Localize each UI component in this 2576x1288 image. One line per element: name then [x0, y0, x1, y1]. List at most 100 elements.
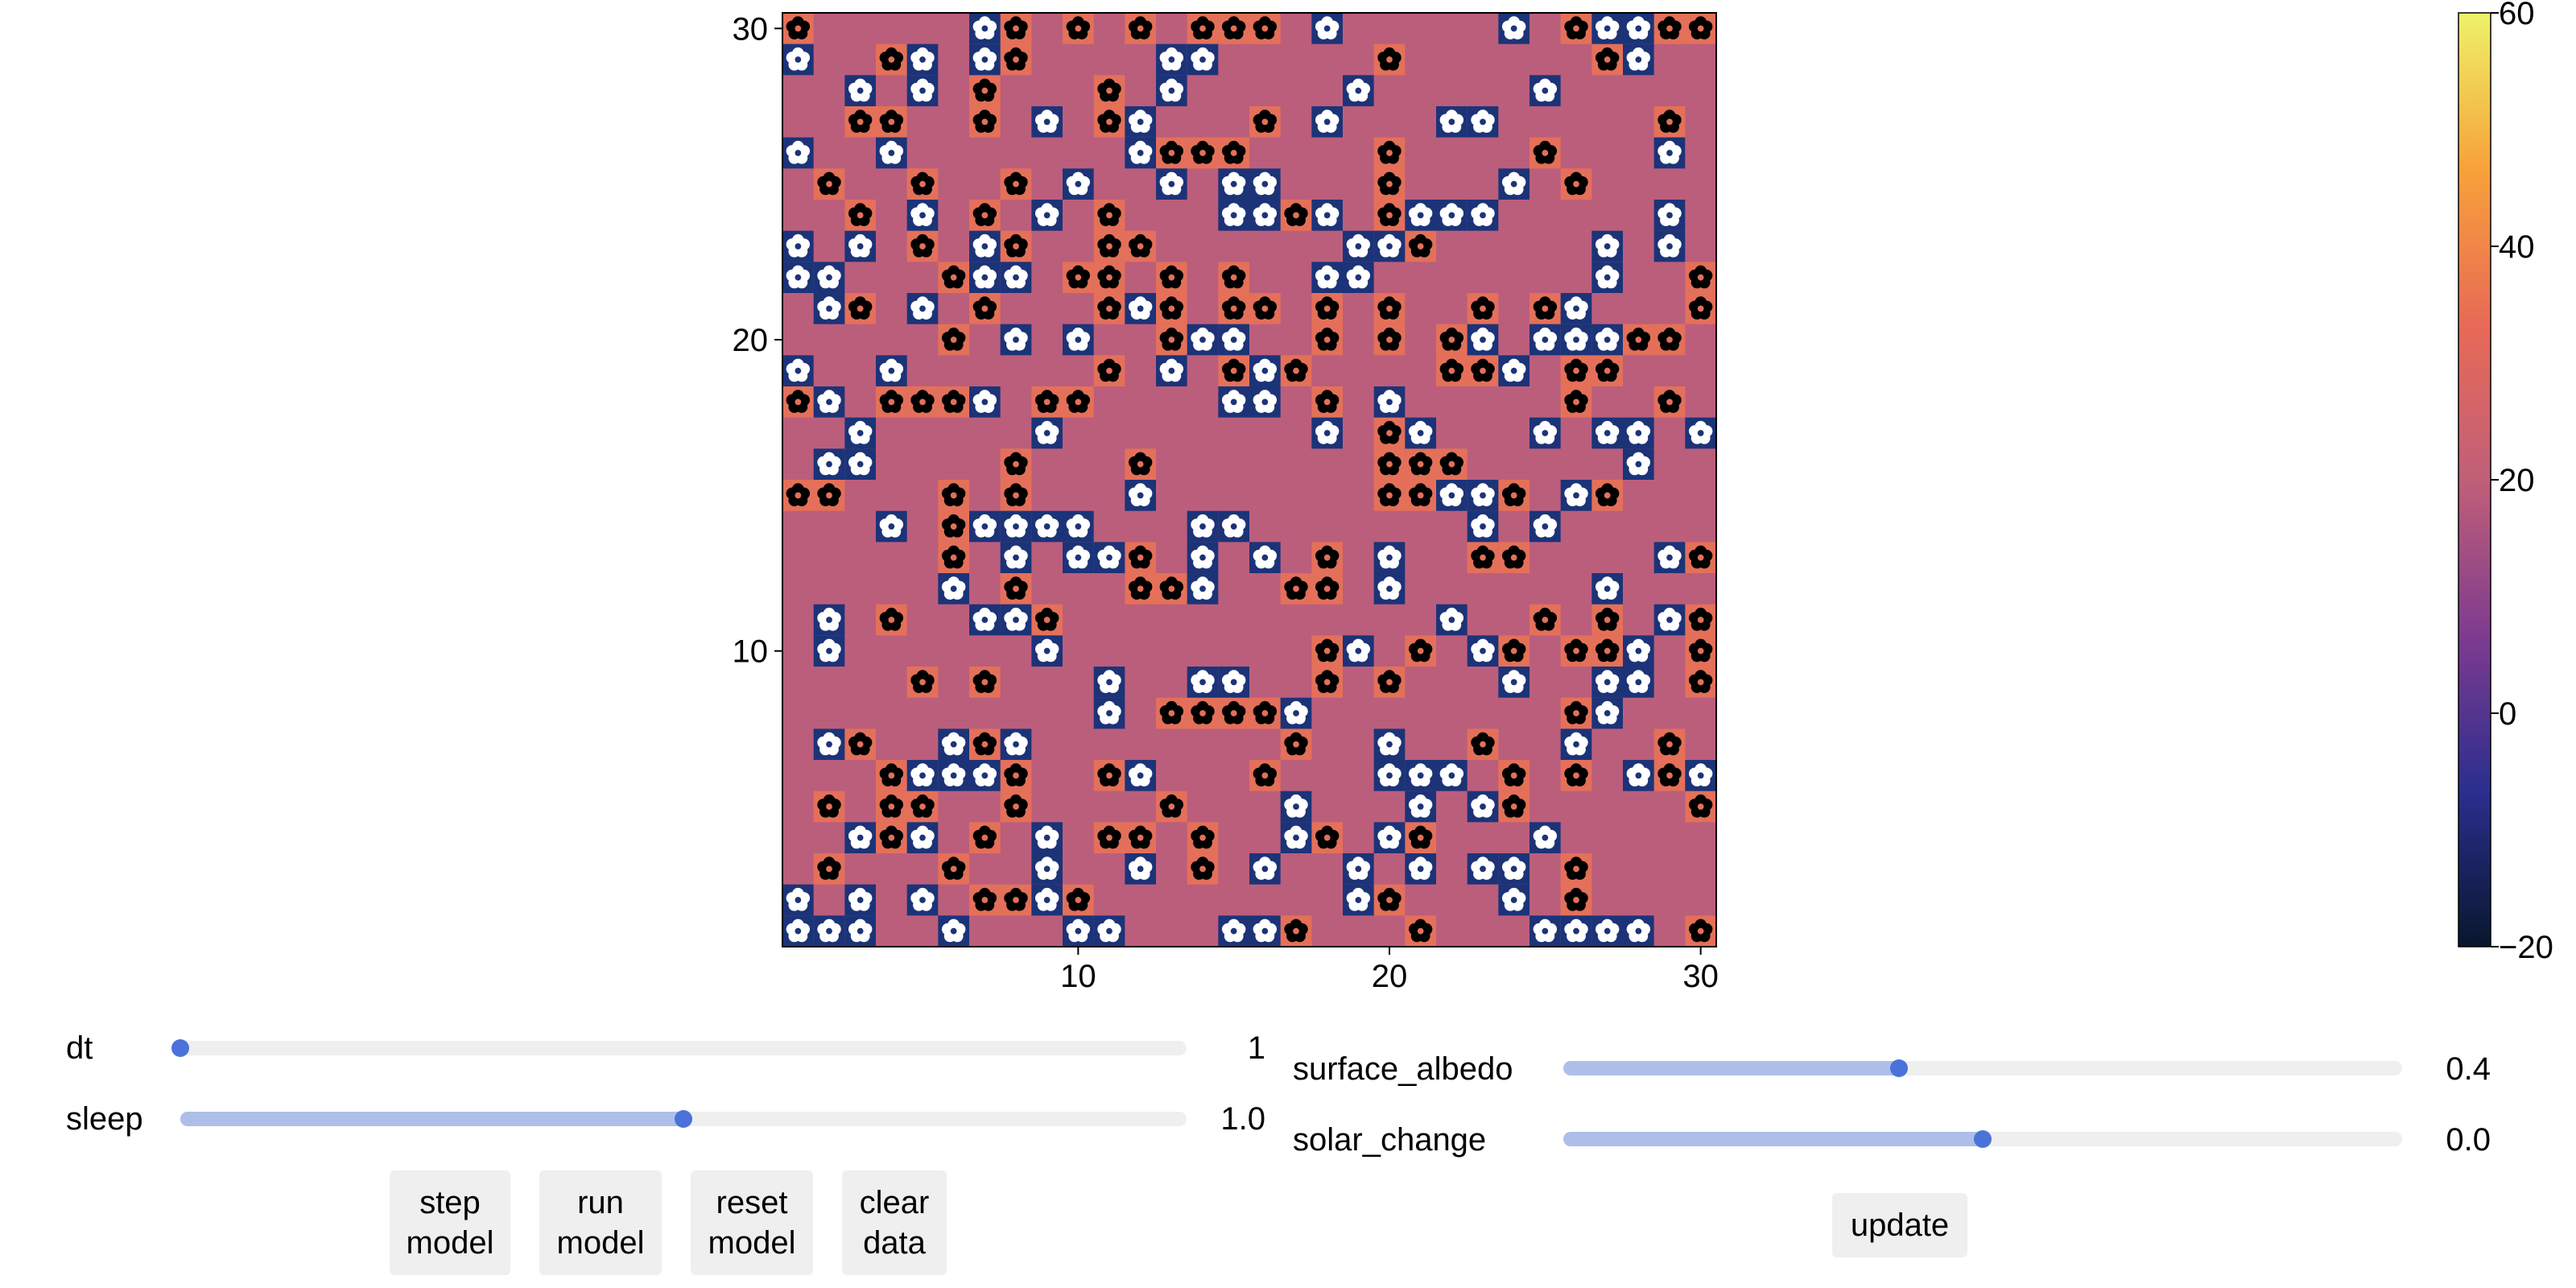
white-flower-icon [972, 763, 997, 786]
white-flower-icon [1657, 233, 1682, 258]
white-flower-icon [848, 420, 873, 444]
black-flower-icon [848, 203, 873, 226]
white-flower-icon [1284, 700, 1308, 724]
x-tick-label: 20 [1372, 959, 1408, 994]
black-flower-icon [1128, 576, 1153, 600]
colorbar-tick-label: 20 [2499, 463, 2535, 498]
solar-change-slider-track[interactable] [1563, 1130, 2402, 1148]
white-flower-icon [1159, 47, 1184, 71]
white-flower-icon [1034, 420, 1059, 444]
black-flower-icon [879, 607, 904, 631]
white-flower-icon [817, 607, 841, 631]
y-tick-label: 30 [733, 11, 769, 47]
black-flower-icon [1221, 358, 1246, 382]
sleep-slider-track[interactable] [180, 1110, 1187, 1128]
black-flower-icon [1564, 887, 1588, 911]
white-flower-icon [1253, 358, 1278, 382]
white-flower-icon [910, 78, 935, 102]
white-flower-icon [1564, 732, 1588, 756]
black-flower-icon [1128, 452, 1153, 476]
white-flower-icon [1221, 203, 1246, 226]
white-flower-icon [1501, 171, 1526, 196]
white-flower-icon [1128, 140, 1153, 164]
step-model-label-line2: model [406, 1225, 494, 1261]
black-flower-icon [1657, 327, 1682, 351]
white-flower-icon [1501, 670, 1526, 693]
black-flower-icon [1439, 358, 1464, 382]
black-flower-icon [972, 825, 997, 849]
black-flower-icon [1221, 296, 1246, 320]
white-flower-icon [941, 576, 966, 600]
white-flower-icon [1253, 390, 1278, 413]
white-flower-icon [1034, 857, 1059, 880]
black-flower-icon [1284, 576, 1308, 600]
white-flower-icon [1501, 887, 1526, 911]
black-flower-icon [1097, 203, 1121, 226]
black-flower-icon [1097, 296, 1121, 320]
black-flower-icon [910, 233, 935, 258]
white-flower-icon [972, 47, 997, 71]
white-flower-icon [941, 732, 966, 756]
white-flower-icon [1221, 390, 1246, 413]
white-flower-icon [1066, 514, 1091, 538]
surface-albedo-slider-knob[interactable] [1889, 1059, 1908, 1077]
black-flower-icon [1688, 670, 1713, 693]
white-flower-icon [1315, 109, 1340, 133]
white-flower-icon [1004, 607, 1028, 631]
black-flower-icon [941, 545, 966, 569]
black-flower-icon [848, 109, 873, 133]
white-flower-icon [1159, 171, 1184, 196]
white-flower-icon [1471, 483, 1495, 506]
white-flower-icon [1564, 296, 1588, 320]
step-model-button[interactable]: step model [390, 1170, 510, 1275]
black-flower-icon [910, 794, 935, 818]
white-flower-icon [848, 233, 873, 258]
white-flower-icon [1439, 109, 1464, 133]
black-flower-icon [941, 390, 966, 413]
white-flower-icon [1191, 545, 1215, 569]
black-flower-icon [1253, 109, 1278, 133]
black-flower-icon [1471, 296, 1495, 320]
white-flower-icon [1253, 919, 1278, 943]
white-flower-icon [1221, 171, 1246, 196]
black-flower-icon [1097, 109, 1121, 133]
white-flower-icon [1408, 420, 1433, 444]
run-model-button[interactable]: run model [539, 1170, 662, 1275]
step-model-label-line1: step [419, 1185, 481, 1220]
black-flower-icon [1315, 638, 1340, 663]
black-flower-icon [1688, 296, 1713, 320]
black-flower-icon [1564, 763, 1588, 786]
white-flower-icon [1377, 233, 1402, 258]
black-flower-icon [1004, 887, 1028, 911]
black-flower-icon [1159, 700, 1184, 724]
black-flower-icon [848, 732, 873, 756]
dt-label: dt [66, 1030, 93, 1066]
black-flower-icon [941, 327, 966, 351]
black-flower-icon [1315, 576, 1340, 600]
black-flower-icon [1657, 763, 1682, 786]
black-flower-icon [1377, 140, 1402, 164]
white-flower-icon [1097, 545, 1121, 569]
x-axis: 10 20 30 [1060, 947, 1719, 994]
solar-change-slider-knob[interactable] [1974, 1130, 1992, 1148]
black-flower-icon [786, 483, 811, 506]
dt-slider-track[interactable] [171, 1039, 1187, 1057]
update-button[interactable]: update [1832, 1193, 1967, 1257]
white-flower-icon [1595, 327, 1620, 351]
surface-albedo-slider-track[interactable] [1563, 1059, 2402, 1077]
white-flower-icon [1595, 670, 1620, 693]
black-flower-icon [972, 670, 997, 693]
white-flower-icon [1004, 545, 1028, 569]
black-flower-icon [786, 16, 811, 39]
white-flower-icon [1533, 919, 1558, 943]
black-flower-icon [941, 483, 966, 506]
sleep-value: 1.0 [1220, 1101, 1265, 1137]
dt-slider-knob[interactable] [171, 1039, 189, 1057]
black-flower-icon [1159, 794, 1184, 818]
clear-data-button[interactable]: clear data [842, 1170, 947, 1275]
grid-border [782, 12, 1717, 947]
reset-model-button[interactable]: reset model [691, 1170, 813, 1275]
white-flower-icon [1657, 203, 1682, 226]
sleep-slider-knob[interactable] [675, 1110, 692, 1128]
black-flower-icon [1004, 576, 1028, 600]
